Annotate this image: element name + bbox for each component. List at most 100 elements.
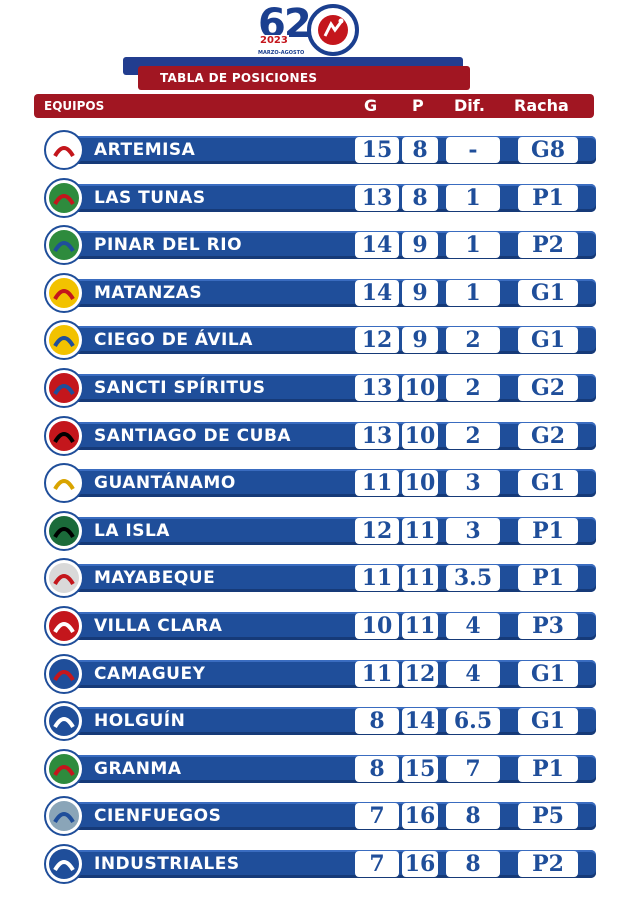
wins-value: 8 [355, 708, 399, 735]
streak-value: P1 [518, 565, 578, 592]
losses-value: 8 [402, 137, 438, 163]
wins-value: 11 [355, 470, 399, 497]
row-bar [50, 374, 596, 402]
team-name: MAYABEQUE [94, 568, 216, 589]
wins-value: 10 [355, 613, 399, 639]
camaguey-logo-icon [44, 653, 84, 694]
wins-value: 11 [355, 565, 399, 592]
table-row: INDUSTRIALES 7 16 8 P2 [40, 838, 600, 884]
artemisa-logo-icon [44, 130, 84, 170]
wins-value: 12 [355, 327, 399, 354]
row-bar [50, 850, 596, 878]
row-bar [50, 564, 596, 593]
diff-value: 8 [446, 803, 500, 830]
row-bar [50, 421, 596, 450]
row-bar [50, 278, 596, 307]
losses-value: 11 [402, 565, 438, 592]
wins-value: 14 [355, 232, 399, 259]
row-bar [50, 802, 596, 831]
losses-value: 11 [402, 613, 438, 639]
streak-value: G8 [518, 137, 578, 163]
row-bar [50, 326, 596, 355]
losses-value: 16 [402, 851, 438, 877]
header-losses: P [412, 96, 424, 115]
wins-value: 12 [355, 517, 399, 544]
guantanamo-logo-icon [44, 463, 84, 504]
row-bar [50, 136, 596, 164]
diff-value: 6.5 [446, 708, 500, 735]
streak-value: G2 [518, 375, 578, 401]
team-name: INDUSTRIALES [94, 854, 240, 874]
table-row: PINAR DEL RIO 14 9 1 P2 [40, 219, 600, 266]
diff-value: 1 [446, 184, 500, 211]
matanzas-logo-icon [44, 272, 84, 313]
streak-value: G1 [518, 279, 578, 306]
row-bar [50, 707, 596, 736]
wins-value: 13 [355, 184, 399, 211]
holguin-logo-icon [44, 701, 84, 742]
streak-value: P1 [518, 755, 578, 782]
table-row: LA ISLA 12 11 3 P1 [40, 505, 600, 551]
streak-value: G1 [518, 470, 578, 497]
losses-value: 16 [402, 803, 438, 830]
streak-value: P3 [518, 613, 578, 639]
santiago-de-cuba-logo-icon [44, 415, 84, 456]
team-name: GUANTÁNAMO [94, 473, 236, 494]
team-name: SANTIAGO DE CUBA [94, 425, 292, 446]
diff-value: 1 [446, 232, 500, 259]
header-wins: G [364, 96, 378, 115]
villa-clara-logo-icon [44, 606, 84, 646]
table-row: CIENFUEGOS 7 16 8 P5 [40, 790, 600, 837]
row-bar [50, 516, 596, 545]
page-title: TABLA DE POSICIONES [138, 66, 470, 90]
diff-value: 3 [446, 470, 500, 497]
table-row: MAYABEQUE 11 11 3.5 P1 [40, 552, 600, 599]
las-tunas-logo-icon [44, 177, 84, 218]
season-dates: MARZO-AGOSTO [258, 50, 305, 56]
granma-logo-icon [44, 748, 84, 789]
wins-value: 13 [355, 375, 399, 401]
losses-value: 10 [402, 470, 438, 497]
header-team: EQUIPOS [44, 99, 105, 113]
table-row: SANTIAGO DE CUBA 13 10 2 G2 [40, 410, 600, 456]
team-name: CIENFUEGOS [94, 806, 222, 827]
streak-value: P5 [518, 803, 578, 830]
team-name: PINAR DEL RIO [94, 235, 243, 256]
losses-value: 9 [402, 232, 438, 259]
team-name: ARTEMISA [94, 140, 196, 160]
losses-value: 12 [402, 660, 438, 687]
diff-value: 3.5 [446, 565, 500, 592]
diff-value: 2 [446, 375, 500, 401]
streak-value: P2 [518, 232, 578, 259]
team-name: LA ISLA [94, 520, 170, 541]
team-name: MATANZAS [94, 282, 203, 303]
streak-value: G1 [518, 660, 578, 687]
team-name: CIEGO DE ÁVILA [94, 330, 253, 351]
series-logo: 62 2023 MARZO-AGOSTO [255, 4, 365, 60]
table-row: CAMAGUEY 11 12 4 G1 [40, 648, 600, 694]
wins-value: 7 [355, 803, 399, 830]
streak-value: P2 [518, 851, 578, 877]
baseball-seal-icon [307, 4, 359, 56]
streak-value: G1 [518, 327, 578, 354]
table-row: CIEGO DE ÁVILA 12 9 2 G1 [40, 314, 600, 361]
industriales-logo-icon [44, 844, 84, 884]
season-year: 2023 [259, 35, 289, 46]
la-isla-logo-icon [44, 510, 84, 551]
diff-value: - [446, 137, 500, 163]
team-name: HOLGUÍN [94, 711, 186, 732]
losses-value: 15 [402, 755, 438, 782]
diff-value: 8 [446, 851, 500, 877]
ciego-de-avila-logo-icon [44, 320, 84, 361]
streak-value: G1 [518, 708, 578, 735]
losses-value: 9 [402, 327, 438, 354]
cienfuegos-logo-icon [44, 796, 84, 837]
row-bar [50, 183, 596, 212]
pinar-del-rio-logo-icon [44, 225, 84, 266]
losses-value: 9 [402, 279, 438, 306]
row-bar [50, 469, 596, 498]
wins-value: 15 [355, 137, 399, 163]
table-row: MATANZAS 14 9 1 G1 [40, 267, 600, 313]
diff-value: 1 [446, 279, 500, 306]
team-name: VILLA CLARA [94, 616, 223, 636]
